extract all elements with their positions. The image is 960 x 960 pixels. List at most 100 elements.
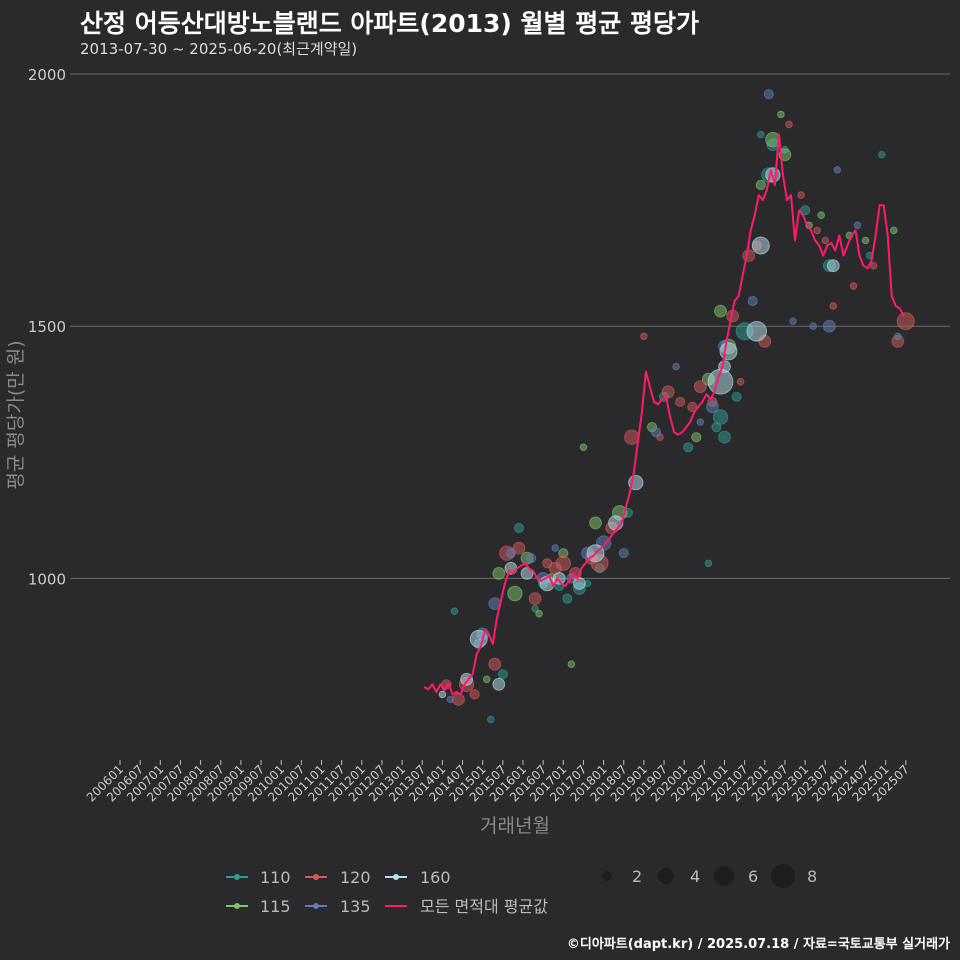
x-tick-labels: 2006012006072007012007072008012008072009…	[84, 760, 912, 805]
chart-subtitle: 2013-07-30 ~ 2025-06-20(최근계약일)	[80, 40, 358, 58]
point-120-19	[675, 396, 686, 407]
chart-title: 산정 어등산대방노블랜드 아파트(2013) 월별 평균 평당가	[80, 9, 699, 38]
point-135-4	[505, 548, 516, 559]
scatter-layer	[438, 89, 915, 724]
legend-item-120[interactable]: 120	[305, 868, 371, 887]
point-115-16	[755, 179, 766, 191]
point-160-18	[826, 259, 840, 273]
point-115-9	[589, 516, 602, 530]
point-120-1	[452, 693, 465, 706]
size-legend: 2 4 6 8	[602, 864, 817, 888]
point-120-4	[488, 657, 502, 671]
x-axis-label: 거래년월	[480, 815, 550, 837]
grid-layer	[70, 73, 950, 579]
legend-label-135: 135	[340, 897, 371, 916]
point-110-18	[731, 391, 742, 402]
point-160-1	[460, 672, 474, 686]
size-legend-label-4: 4	[690, 867, 700, 886]
point-120-7	[528, 592, 542, 605]
point-110-2	[497, 669, 508, 680]
point-135-15	[706, 400, 719, 414]
point-120-33	[849, 282, 858, 290]
point-110-1	[487, 715, 495, 724]
point-110-20	[757, 130, 765, 139]
point-135-19	[789, 317, 797, 326]
point-135-13	[672, 362, 680, 371]
size-legend-circle-6	[714, 866, 734, 886]
y-tick-label-1500: 1500	[28, 318, 66, 336]
point-135-23	[853, 221, 862, 230]
point-120-28	[785, 120, 793, 129]
size-legend-label-8: 8	[807, 867, 817, 886]
point-135-12	[650, 427, 662, 438]
legend-label-160: 160	[420, 868, 451, 887]
legend-item-160[interactable]: 160	[385, 868, 451, 887]
point-135-17	[747, 295, 758, 307]
legend-label-115: 115	[260, 897, 291, 916]
point-110-7	[562, 593, 573, 604]
legend-item-135[interactable]: 135	[305, 897, 371, 916]
point-160-16	[751, 236, 770, 255]
point-135-22	[833, 166, 842, 174]
size-legend-circle-2	[602, 871, 612, 881]
point-120-6	[512, 541, 526, 555]
point-115-24	[890, 226, 898, 235]
size-legend-label-6: 6	[748, 867, 758, 886]
point-160-3	[492, 677, 506, 691]
point-135-21	[822, 319, 836, 333]
point-115-12	[691, 432, 702, 443]
point-115-18	[777, 110, 785, 119]
point-120-20	[687, 401, 698, 412]
point-120-16	[640, 332, 648, 341]
point-135-0	[446, 695, 455, 704]
legend-item-115[interactable]: 115	[226, 897, 291, 916]
point-115-4	[535, 609, 543, 618]
point-160-0	[438, 690, 447, 699]
point-120-10	[555, 555, 571, 571]
point-135-18	[763, 89, 774, 100]
legend: 110 115 120 135 160	[226, 864, 817, 916]
point-110-27	[877, 150, 886, 159]
point-135-20	[809, 322, 818, 331]
point-160-14	[719, 342, 738, 361]
y-tick-label-1000: 1000	[28, 570, 66, 588]
size-legend-circle-4	[658, 868, 674, 884]
legend-label-120: 120	[340, 868, 371, 887]
point-115-7	[567, 660, 576, 669]
legend-item-average[interactable]: 모든 면적대 평균값	[385, 897, 548, 916]
point-135-5	[526, 553, 537, 564]
average-line-layer	[423, 133, 905, 696]
legend-item-110[interactable]: 110	[226, 868, 291, 887]
point-135-7	[551, 544, 560, 552]
y-tick-labels: 1000 1500 2000	[28, 66, 66, 588]
size-legend-circle-8	[771, 864, 795, 888]
point-115-21	[817, 211, 826, 219]
point-120-36	[896, 312, 915, 331]
point-135-14	[696, 418, 705, 426]
point-120-21	[693, 380, 707, 394]
average-line	[423, 133, 905, 696]
point-115-1	[492, 567, 506, 580]
point-115-0	[482, 675, 491, 684]
point-110-24	[800, 205, 811, 216]
point-120-25	[742, 249, 756, 263]
source-credit: ©디아파트(dapt.kr) / 2025.07.18 / 자료=국토교통부 실…	[566, 937, 950, 952]
point-115-8	[579, 443, 588, 452]
point-110-3	[513, 522, 525, 534]
point-120-15	[624, 429, 640, 445]
point-110-17	[718, 430, 731, 444]
point-120-24	[736, 377, 745, 386]
point-135-24	[894, 332, 902, 341]
y-tick-label-2000: 2000	[28, 66, 66, 84]
point-110-13	[683, 442, 694, 453]
legend-label-110: 110	[260, 868, 291, 887]
point-120-34	[869, 261, 878, 270]
y-axis-label: 평균 평당가(만 원)	[5, 340, 27, 489]
size-legend-label-2: 2	[632, 867, 642, 886]
point-110-0	[450, 607, 459, 616]
point-160-8	[573, 577, 586, 590]
point-115-23	[861, 236, 870, 245]
point-120-32	[829, 302, 838, 310]
